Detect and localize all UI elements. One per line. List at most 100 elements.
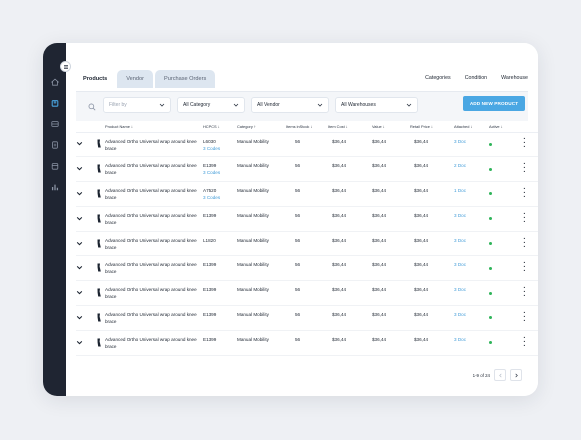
- expand-cell[interactable]: [76, 132, 96, 158]
- next-page-button[interactable]: [510, 369, 522, 381]
- product-name[interactable]: Advanced Ortho Universal wrap around kne…: [105, 206, 203, 232]
- expand-cell[interactable]: [76, 156, 96, 183]
- product-name[interactable]: Advanced Ortho Universal wrap around kne…: [105, 305, 203, 331]
- chevron-down-icon[interactable]: [76, 140, 83, 147]
- header-instock[interactable]: Items inStock↓: [286, 121, 328, 133]
- expand-cell[interactable]: [76, 330, 96, 356]
- tab-products[interactable]: Products: [81, 70, 116, 88]
- expand-cell[interactable]: [76, 305, 96, 331]
- vendor-select[interactable]: All Vendor: [251, 97, 329, 113]
- header-product[interactable]: Product Name↓: [105, 121, 203, 133]
- home-icon[interactable]: [50, 78, 59, 86]
- actions-cell[interactable]: · · ·: [508, 330, 538, 356]
- calendar-icon[interactable]: [50, 162, 59, 170]
- menu-toggle-icon[interactable]: [60, 61, 71, 72]
- kebab-icon[interactable]: · · ·: [523, 260, 526, 276]
- actions-cell[interactable]: · · ·: [508, 181, 538, 207]
- chevron-down-icon[interactable]: [76, 339, 83, 346]
- header-category[interactable]: Category↑: [237, 121, 286, 133]
- attached-docs-link[interactable]: 2 Doc: [454, 156, 489, 183]
- header-value[interactable]: Value↓: [372, 121, 410, 133]
- table-row[interactable]: Advanced Ortho Universal wrap around kne…: [76, 305, 538, 331]
- kebab-icon[interactable]: · · ·: [523, 309, 526, 325]
- hcpcs-cell: L6030 3 Codes: [203, 132, 237, 158]
- cost-cell: $36,44: [328, 280, 372, 307]
- actions-cell[interactable]: · · ·: [508, 280, 538, 307]
- attached-docs-link[interactable]: 1 Doc: [454, 181, 489, 207]
- attached-docs-link[interactable]: 3 Doc: [454, 280, 489, 307]
- kebab-icon[interactable]: · · ·: [523, 235, 526, 251]
- kebab-icon[interactable]: · · ·: [523, 210, 526, 226]
- attached-docs-link[interactable]: 3 Doc: [454, 330, 489, 356]
- chevron-down-icon[interactable]: [76, 289, 83, 296]
- tab-purchase-orders[interactable]: Purchase Orders: [154, 70, 216, 88]
- product-name[interactable]: Advanced Ortho Universal wrap around kne…: [105, 132, 203, 158]
- tab-vendor[interactable]: Vendor: [117, 70, 153, 88]
- table-row[interactable]: Advanced Ortho Universal wrap around kne…: [76, 231, 538, 257]
- codes-link[interactable]: 3 Codes: [203, 195, 221, 201]
- actions-cell[interactable]: · · ·: [508, 231, 538, 257]
- table-row[interactable]: Advanced Ortho Universal wrap around kne…: [76, 156, 538, 183]
- attached-docs-link[interactable]: 3 Doc: [454, 231, 489, 257]
- expand-cell[interactable]: [76, 255, 96, 282]
- actions-cell[interactable]: · · ·: [508, 156, 538, 183]
- filter-by-select[interactable]: Filter by: [103, 97, 171, 113]
- chevron-down-icon[interactable]: [76, 215, 83, 222]
- table-row[interactable]: Advanced Ortho Universal wrap around kne…: [76, 330, 538, 356]
- header-active[interactable]: Active↓: [489, 121, 508, 133]
- link-warehouse[interactable]: Warehouse: [501, 75, 528, 81]
- actions-cell[interactable]: · · ·: [508, 206, 538, 232]
- actions-cell[interactable]: · · ·: [508, 255, 538, 282]
- inbox-icon[interactable]: [50, 120, 59, 128]
- table-header: Product Name↓ HCPCS↓ Category↑ Items inS…: [76, 121, 538, 133]
- category-select[interactable]: All Category: [177, 97, 245, 113]
- table-row[interactable]: Advanced Ortho Universal wrap around kne…: [76, 255, 538, 282]
- link-categories[interactable]: Categories: [425, 75, 451, 81]
- chevron-down-icon[interactable]: [76, 190, 83, 197]
- add-new-product-button[interactable]: ADD NEW PRODUCT: [463, 96, 525, 111]
- kebab-icon[interactable]: · · ·: [523, 285, 526, 301]
- kebab-icon[interactable]: · · ·: [523, 185, 526, 201]
- box-icon[interactable]: [50, 99, 59, 107]
- chevron-down-icon[interactable]: [76, 264, 83, 271]
- codes-link[interactable]: 3 Codes: [203, 145, 221, 151]
- table-row[interactable]: Advanced Ortho Universal wrap around kne…: [76, 280, 538, 307]
- document-icon[interactable]: [50, 141, 59, 149]
- table-row[interactable]: Advanced Ortho Universal wrap around kne…: [76, 132, 538, 158]
- kebab-icon[interactable]: · · ·: [523, 161, 526, 177]
- product-name[interactable]: Advanced Ortho Universal wrap around kne…: [105, 181, 203, 207]
- expand-cell[interactable]: [76, 181, 96, 207]
- chart-icon[interactable]: [50, 183, 59, 191]
- product-name[interactable]: Advanced Ortho Universal wrap around kne…: [105, 330, 203, 356]
- attached-docs-link[interactable]: 3 Doc: [454, 255, 489, 282]
- header-retail[interactable]: Retail Price↓: [410, 121, 454, 133]
- product-name[interactable]: Advanced Ortho Universal wrap around kne…: [105, 255, 203, 282]
- header-attached[interactable]: Attached↓: [454, 121, 489, 133]
- warehouse-select[interactable]: All Warehouses: [335, 97, 418, 113]
- kebab-icon[interactable]: · · ·: [523, 136, 526, 152]
- codes-link[interactable]: 3 Codes: [203, 170, 221, 176]
- table-row[interactable]: Advanced Ortho Universal wrap around kne…: [76, 206, 538, 232]
- actions-cell[interactable]: · · ·: [508, 132, 538, 158]
- search-icon[interactable]: [84, 99, 99, 114]
- expand-cell[interactable]: [76, 206, 96, 232]
- kebab-icon[interactable]: · · ·: [523, 334, 526, 350]
- chevron-down-icon[interactable]: [76, 314, 83, 321]
- expand-cell[interactable]: [76, 231, 96, 257]
- active-status-dot: [489, 291, 492, 295]
- header-cost[interactable]: Item Cost↓: [328, 121, 372, 133]
- expand-cell[interactable]: [76, 280, 96, 307]
- header-hcpcs[interactable]: HCPCS↓: [203, 121, 237, 133]
- attached-docs-link[interactable]: 3 Doc: [454, 132, 489, 158]
- prev-page-button[interactable]: [494, 369, 506, 381]
- actions-cell[interactable]: · · ·: [508, 305, 538, 331]
- table-row[interactable]: Advanced Ortho Universal wrap around kne…: [76, 181, 538, 207]
- attached-docs-link[interactable]: 3 Doc: [454, 206, 489, 232]
- product-name[interactable]: Advanced Ortho Universal wrap around kne…: [105, 280, 203, 307]
- product-name[interactable]: Advanced Ortho Universal wrap around kne…: [105, 156, 203, 183]
- attached-docs-link[interactable]: 3 Doc: [454, 305, 489, 331]
- chevron-down-icon[interactable]: [76, 165, 83, 172]
- product-name[interactable]: Advanced Ortho Universal wrap around kne…: [105, 231, 203, 257]
- link-condition[interactable]: Condition: [464, 75, 488, 81]
- chevron-down-icon[interactable]: [76, 240, 83, 247]
